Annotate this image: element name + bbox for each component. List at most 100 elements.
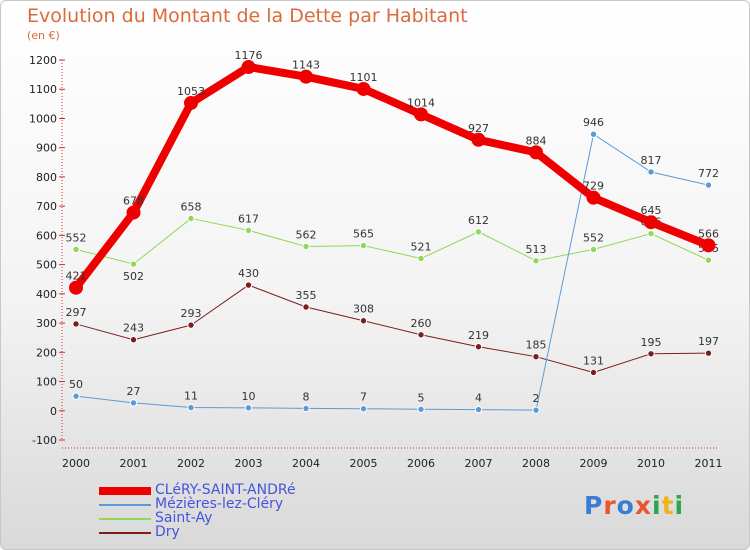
data-point-clery-saint-andre: [126, 205, 141, 220]
data-point-mezieres-lez-clery: [532, 406, 540, 414]
data-label-clery-saint-andre: 884: [526, 134, 547, 147]
y-tick-label: 700: [36, 200, 57, 213]
data-label-saint-ay: 521: [411, 240, 432, 253]
data-point-dry: [589, 368, 598, 377]
data-label-clery-saint-andre: 645: [641, 204, 662, 217]
data-label-dry: 185: [526, 339, 547, 352]
data-point-dry: [417, 331, 425, 339]
data-label-dry: 297: [66, 306, 87, 319]
series-line-dry: [75, 284, 709, 373]
legend: CLéRY-SAINT-ANDRé Mézières-lez-Cléry Sai…: [99, 482, 359, 540]
data-point-saint-ay: [359, 241, 368, 250]
data-point-clery-saint-andre: [644, 215, 658, 230]
data-point-dry: [532, 352, 540, 361]
data-label-mezieres-lez-clery: 772: [698, 167, 719, 180]
y-tick-label: 200: [36, 346, 57, 359]
data-point-mezieres-lez-clery: [244, 404, 253, 412]
x-tick-label: 2008: [522, 457, 550, 470]
data-point-clery-saint-andre: [299, 69, 313, 84]
data-label-clery-saint-andre: 1053: [177, 85, 205, 98]
data-label-clery-saint-andre: 421: [66, 270, 87, 283]
data-label-mezieres-lez-clery: 27: [127, 385, 141, 398]
legend-swatch-dry: [99, 532, 151, 534]
data-point-saint-ay: [417, 254, 425, 263]
data-point-mezieres-lez-clery: [129, 399, 138, 407]
y-tick-label: 1100: [29, 83, 57, 96]
data-label-dry: 243: [123, 322, 144, 335]
data-label-saint-ay: 552: [66, 231, 87, 244]
y-tick-label: 300: [36, 317, 57, 330]
data-point-mezieres-lez-clery: [359, 405, 368, 413]
data-label-dry: 430: [238, 267, 259, 280]
y-tick-label: 0: [50, 405, 57, 418]
x-tick-label: 2003: [235, 457, 263, 470]
data-label-mezieres-lez-clery: 4: [475, 392, 482, 405]
series-line-mezieres-lez-clery: [75, 133, 709, 411]
y-tick-label: 100: [36, 376, 57, 389]
data-label-clery-saint-andre: 1176: [235, 49, 263, 62]
data-label-clery-saint-andre: 678: [123, 195, 144, 208]
data-label-clery-saint-andre: 1101: [350, 71, 378, 84]
data-point-mezieres-lez-clery: [647, 168, 655, 176]
data-label-saint-ay: 513: [526, 243, 547, 256]
data-label-dry: 219: [468, 329, 489, 342]
data-label-dry: 308: [353, 303, 374, 316]
legend-label-saint-ay: Saint-Ay: [155, 510, 213, 526]
legend-label-mezieres: Mézières-lez-Cléry: [155, 496, 284, 512]
legend-label-dry: Dry: [155, 524, 180, 540]
data-label-mezieres-lez-clery: 817: [641, 154, 662, 167]
data-label-mezieres-lez-clery: 5: [418, 391, 425, 404]
data-point-saint-ay: [72, 245, 80, 254]
data-point-clery-saint-andre: [471, 132, 486, 147]
data-point-mezieres-lez-clery: [704, 181, 713, 189]
proxiti-logo: Proxiti: [584, 491, 685, 520]
data-label-mezieres-lez-clery: 946: [583, 116, 604, 129]
data-label-clery-saint-andre: 566: [698, 227, 719, 240]
data-label-saint-ay: 562: [296, 228, 317, 241]
y-tick-label: -100: [32, 434, 57, 447]
legend-item-mezieres: Mézières-lez-Cléry: [99, 496, 359, 512]
y-tick-label: 800: [36, 171, 57, 184]
data-point-saint-ay: [647, 229, 655, 238]
x-tick-label: 2010: [637, 457, 665, 470]
data-label-saint-ay: 552: [583, 231, 604, 244]
legend-swatch-saint-ay: [99, 518, 151, 520]
x-tick-label: 2007: [465, 457, 493, 470]
chart-subtitle: (en €): [27, 29, 60, 42]
legend-item-dry: Dry: [99, 524, 359, 540]
data-label-mezieres-lez-clery: 11: [184, 390, 198, 403]
data-label-dry: 195: [641, 336, 662, 349]
data-point-dry: [474, 343, 483, 351]
data-point-dry: [704, 349, 713, 357]
data-point-clery-saint-andre: [529, 145, 543, 160]
data-label-dry: 260: [411, 317, 432, 330]
data-point-dry: [302, 303, 310, 311]
data-point-mezieres-lez-clery: [72, 392, 80, 400]
data-point-dry: [72, 320, 80, 328]
data-point-saint-ay: [704, 256, 713, 264]
data-point-mezieres-lez-clery: [302, 404, 310, 413]
data-point-clery-saint-andre: [586, 190, 601, 205]
data-point-dry: [359, 317, 368, 325]
data-point-dry: [187, 321, 195, 329]
data-point-mezieres-lez-clery: [417, 405, 425, 414]
data-point-clery-saint-andre: [184, 95, 198, 110]
data-label-mezieres-lez-clery: 8: [303, 390, 310, 403]
chart-title: Evolution du Montant de la Dette par Hab…: [27, 5, 468, 27]
data-point-clery-saint-andre: [356, 81, 371, 96]
x-tick-label: 2001: [120, 457, 148, 470]
data-label-clery-saint-andre: 729: [583, 180, 604, 193]
data-point-dry: [129, 336, 138, 344]
data-point-saint-ay: [302, 242, 310, 251]
x-tick-label: 2000: [62, 457, 90, 470]
data-point-saint-ay: [129, 260, 138, 268]
data-label-dry: 131: [583, 354, 604, 367]
legend-item-clery: CLéRY-SAINT-ANDRé: [99, 482, 359, 498]
legend-swatch-mezieres: [99, 504, 151, 506]
data-label-saint-ay: 617: [238, 212, 259, 225]
data-label-saint-ay: 658: [181, 200, 202, 213]
data-label-mezieres-lez-clery: 7: [360, 391, 367, 404]
legend-label-clery: CLéRY-SAINT-ANDRé: [155, 482, 296, 498]
